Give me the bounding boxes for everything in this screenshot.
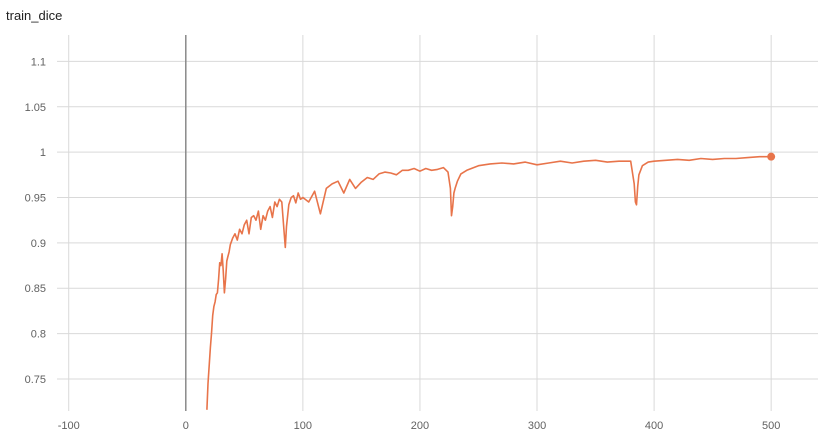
y-tick-label: 0.75 bbox=[25, 374, 46, 386]
y-tick-label: 0.9 bbox=[31, 238, 46, 250]
y-tick-label: 1 bbox=[40, 147, 46, 159]
y-tick-label: 0.85 bbox=[25, 283, 46, 295]
x-tick-label: 400 bbox=[645, 420, 663, 432]
y-gridlines bbox=[57, 60, 818, 380]
x-tick-label: 0 bbox=[183, 420, 189, 432]
x-tick-label: 300 bbox=[528, 420, 546, 432]
y-tick-label: 1.1 bbox=[31, 56, 46, 68]
x-tick-label: 100 bbox=[294, 420, 312, 432]
last-point-marker[interactable] bbox=[767, 152, 776, 161]
series-layer bbox=[206, 152, 776, 410]
x-tick-label: 200 bbox=[411, 420, 429, 432]
chart-title: train_dice bbox=[6, 8, 63, 23]
y-tick-label: 0.8 bbox=[31, 329, 46, 341]
y-tick-labels: 0.75 0.8 0.85 0.9 0.95 1 1.05 1.1 bbox=[25, 56, 46, 386]
x-tick-labels: -100 0 100 200 300 400 500 bbox=[58, 420, 781, 432]
y-tick-label: 1.05 bbox=[25, 102, 46, 114]
x-tick-label: -100 bbox=[58, 420, 80, 432]
x-gridlines bbox=[68, 35, 772, 411]
x-tick-label: 500 bbox=[762, 420, 780, 432]
series-line bbox=[206, 155, 772, 410]
y-tick-label: 0.95 bbox=[25, 193, 46, 205]
